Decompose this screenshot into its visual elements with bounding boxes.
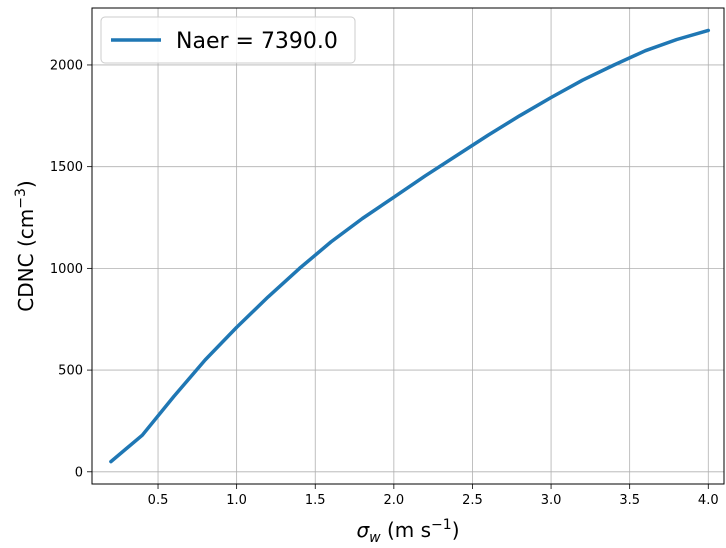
series-layer [109,28,711,464]
grid [92,8,724,484]
x-tick-label: 3.5 [619,493,640,508]
x-tick-label: 2.0 [384,493,405,508]
x-axis-label: σw (m s−1) [356,517,459,546]
legend: Naer = 7390.0 [100,16,356,64]
x-tick-label: 1.5 [305,493,326,508]
y-axis-label: CDNC (cm−3) [13,180,38,311]
y-tick-label: 1500 [50,160,83,175]
data-point [361,217,364,220]
data-point [644,49,647,52]
y-tick-label: 1000 [50,262,83,277]
y-tick-label: 500 [58,364,83,379]
x-tick-label: 4.0 [698,493,719,508]
data-point [455,154,458,157]
y-tick-label: 0 [75,465,83,480]
x-tick-label: 0.5 [148,493,169,508]
x-tick-label: 3.0 [541,493,562,508]
data-point [235,326,238,329]
legend-box [100,16,356,64]
data-point [109,460,112,463]
data-point [424,174,427,177]
y-tick-label: 2000 [50,58,83,73]
data-point [267,295,270,298]
data-point [141,434,144,437]
data-point [518,114,521,117]
data-point [172,395,175,398]
data-point [487,134,490,137]
x-tick-label: 2.5 [462,493,483,508]
data-point [204,358,207,361]
data-point [612,63,615,66]
data-point [707,29,710,32]
legend-label: Naer = 7390.0 [176,29,338,54]
data-point [581,79,584,82]
ticks: 0.5 1.0 1.5 2.0 2.5 3.0 3.5 4.0 0 500 1000 1500 2000 [50,58,719,508]
data-point [675,38,678,41]
data-point [329,240,332,243]
x-tick-label: 1.0 [226,493,247,508]
plot-frame [91,7,725,485]
series-line [109,28,711,464]
data-point [550,96,553,99]
data-point [392,196,395,199]
data-point [298,267,301,270]
